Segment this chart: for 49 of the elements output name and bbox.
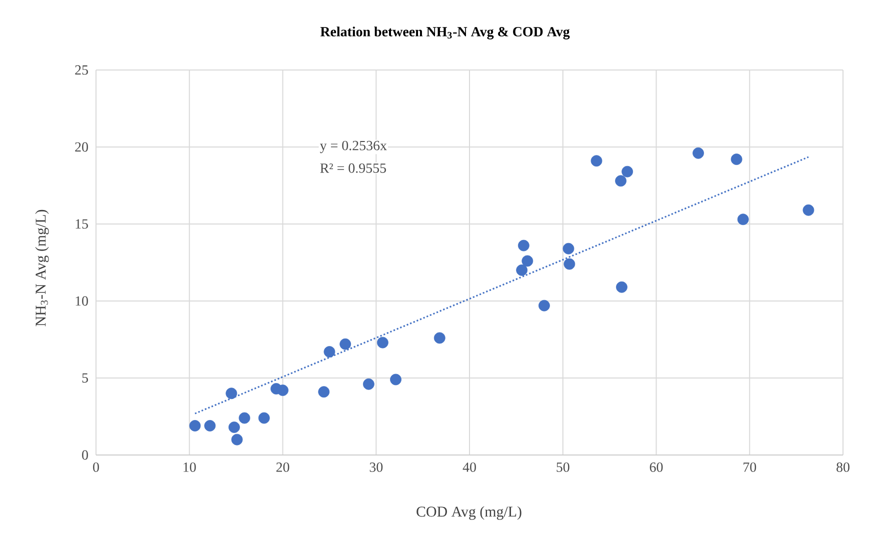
y-tick-label: 15 (76, 219, 88, 229)
point (802, 204, 814, 216)
annotation: y = 0.2536x (320, 140, 387, 154)
point (376, 336, 388, 348)
point (231, 434, 243, 446)
point (616, 281, 628, 293)
point (340, 338, 352, 350)
point (258, 412, 270, 424)
chart-title: Relation between NH$_{3}$-N Avg & COD Avg (320, 26, 570, 40)
x-tick-label: 10 (184, 462, 196, 472)
point (516, 264, 528, 276)
point (226, 388, 238, 400)
point (522, 255, 534, 267)
point (590, 155, 602, 167)
point (518, 240, 530, 252)
point (189, 420, 201, 432)
x-tick-label: 60 (650, 462, 663, 472)
y-tick-label: 0 (82, 450, 88, 460)
point (692, 147, 704, 159)
point (737, 214, 749, 226)
x-tick-label: 70 (744, 462, 756, 472)
x-tick-label: 40 (462, 462, 476, 472)
point (622, 166, 634, 178)
y-tick-label: 20 (75, 142, 88, 152)
point (730, 154, 742, 166)
y-axis-title: NH$_{3}$-N Avg (mg/L) (35, 210, 49, 326)
x-tick-label: 0 (93, 462, 99, 472)
point (238, 412, 250, 424)
x-axis-title: COD Avg (mg/L) (416, 506, 522, 520)
point (277, 384, 288, 396)
point (562, 242, 574, 254)
point (564, 258, 576, 270)
x-tick-label: 80 (836, 462, 850, 472)
y-tick-label: 25 (75, 65, 88, 75)
annotation: R² = 0.9555 (320, 163, 386, 173)
x-tick-label: 50 (556, 462, 570, 472)
x-tick-label: 30 (370, 462, 383, 472)
point (228, 422, 240, 433)
point (390, 374, 402, 386)
point (324, 346, 336, 358)
point (538, 300, 550, 312)
point (615, 175, 626, 187)
y-tick-label: 5 (82, 373, 88, 383)
y-tick-label: 10 (76, 296, 88, 306)
point (434, 332, 446, 344)
x-tick-label: 20 (276, 462, 290, 472)
point (204, 420, 216, 432)
point (362, 378, 374, 390)
point (318, 386, 330, 398)
